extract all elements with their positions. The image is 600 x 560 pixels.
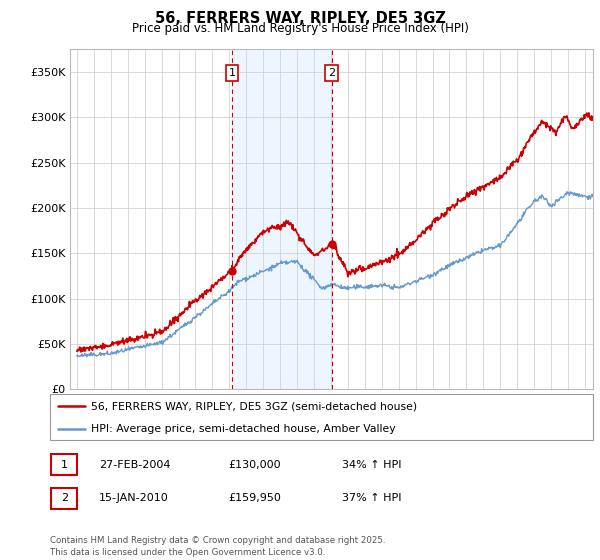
Text: Contains HM Land Registry data © Crown copyright and database right 2025.
This d: Contains HM Land Registry data © Crown c…	[50, 536, 385, 557]
Text: 27-FEB-2004: 27-FEB-2004	[99, 460, 170, 470]
Text: 37% ↑ HPI: 37% ↑ HPI	[342, 493, 401, 503]
FancyBboxPatch shape	[51, 488, 77, 509]
FancyBboxPatch shape	[51, 454, 77, 475]
Text: 15-JAN-2010: 15-JAN-2010	[99, 493, 169, 503]
Text: 1: 1	[61, 460, 68, 470]
Text: £130,000: £130,000	[228, 460, 281, 470]
Text: 34% ↑ HPI: 34% ↑ HPI	[342, 460, 401, 470]
FancyBboxPatch shape	[50, 394, 593, 440]
Text: 2: 2	[328, 68, 335, 78]
Text: 56, FERRERS WAY, RIPLEY, DE5 3GZ: 56, FERRERS WAY, RIPLEY, DE5 3GZ	[155, 11, 445, 26]
Text: HPI: Average price, semi-detached house, Amber Valley: HPI: Average price, semi-detached house,…	[91, 424, 395, 434]
Text: £159,950: £159,950	[228, 493, 281, 503]
Bar	[232, 49, 332, 389]
Text: Price paid vs. HM Land Registry's House Price Index (HPI): Price paid vs. HM Land Registry's House …	[131, 22, 469, 35]
Text: 56, FERRERS WAY, RIPLEY, DE5 3GZ (semi-detached house): 56, FERRERS WAY, RIPLEY, DE5 3GZ (semi-d…	[91, 401, 416, 411]
Text: 1: 1	[229, 68, 235, 78]
Text: 2: 2	[61, 493, 68, 503]
